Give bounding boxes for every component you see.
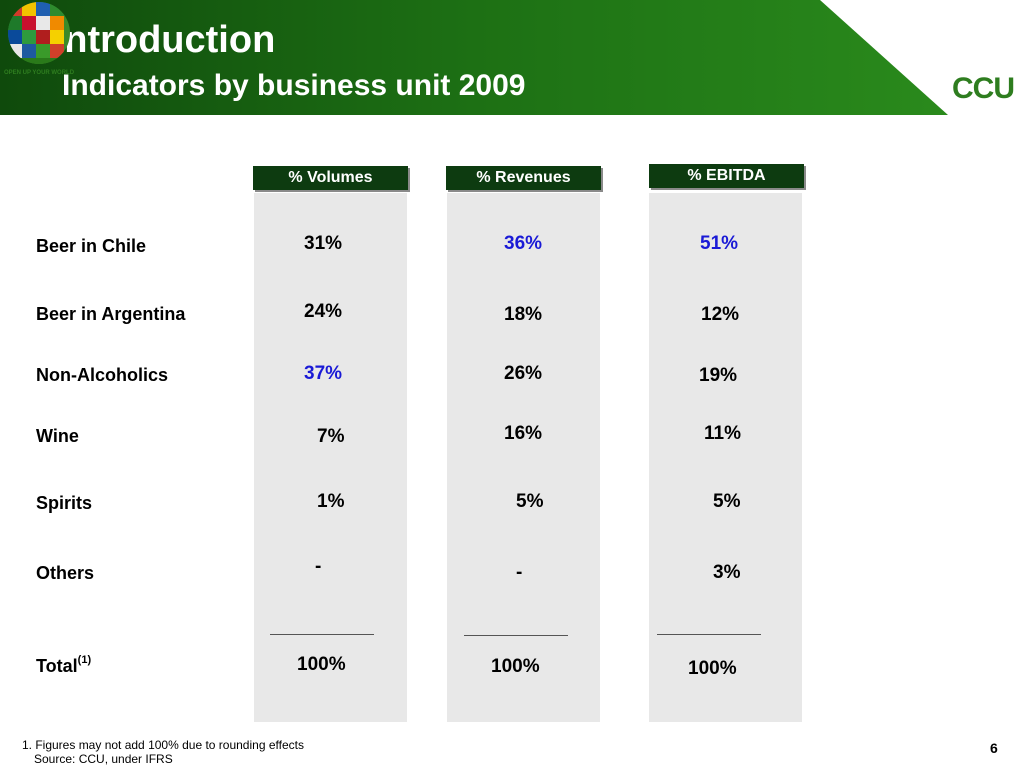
footnote-rounding: 1. Figures may not add 100% due to round… [22, 738, 304, 752]
value-cell-highlight: 37% [304, 363, 343, 384]
column-header-revenues: % Revenues [446, 166, 601, 190]
value-cell-total: 100% [491, 656, 540, 677]
column-revenues-bg [447, 193, 600, 722]
row-label-spirits: Spirits [36, 493, 93, 513]
value-cell: 18% [504, 304, 543, 325]
value-cell: 31% [304, 233, 343, 254]
row-label-beer-chile: Beer in Chile [36, 236, 147, 256]
total-divider [270, 634, 374, 635]
total-divider [657, 634, 761, 635]
value-cell: 5% [713, 491, 741, 512]
value-cell: - [516, 562, 523, 583]
value-cell-highlight: 36% [504, 233, 543, 254]
logo-tagline: OPEN UP YOUR WORLD [4, 70, 75, 76]
row-label-others: Others [36, 563, 95, 583]
logo-word: CCU [952, 72, 1015, 105]
page-number: 6 [990, 740, 998, 756]
value-cell-total: 100% [688, 658, 737, 679]
slide-title: Indicators by business unit 2009 [62, 69, 526, 102]
value-cell: 5% [516, 491, 544, 512]
value-cell: - [315, 556, 322, 577]
value-cell-total: 100% [297, 654, 346, 675]
row-label-wine: Wine [36, 426, 79, 446]
total-footnote-marker: (1) [77, 654, 92, 666]
total-divider [464, 635, 568, 636]
value-cell: 24% [304, 301, 343, 322]
header-background [0, 0, 948, 115]
total-label: Total [36, 656, 78, 676]
header-band: I. Introduction Indicators by business u… [0, 0, 1024, 115]
footnotes: 1. Figures may not add 100% due to round… [22, 738, 304, 766]
value-cell: 26% [504, 363, 543, 384]
value-cell: 3% [713, 562, 741, 583]
row-label-non-alcoholics: Non-Alcoholics [36, 365, 169, 385]
column-ebitda-bg [649, 193, 802, 722]
value-cell: 11% [704, 423, 741, 444]
column-header-ebitda: % EBITDA [649, 164, 804, 188]
value-cell: 19% [699, 365, 738, 386]
column-volumes-bg [254, 193, 407, 722]
value-cell-highlight: 51% [700, 233, 739, 254]
value-cell: 16% [504, 423, 543, 444]
value-cell: 1% [317, 491, 345, 512]
column-header-volumes: % Volumes [253, 166, 408, 190]
value-cell: 12% [701, 304, 740, 325]
value-cell: 7% [317, 426, 345, 447]
footnote-source: Source: CCU, under IFRS [34, 752, 173, 766]
row-label-beer-argentina: Beer in Argentina [36, 304, 186, 324]
row-label-total: Total(1) [36, 654, 92, 677]
ccu-globe-logo-icon: OPEN UP YOUR WORLD [4, 2, 75, 76]
